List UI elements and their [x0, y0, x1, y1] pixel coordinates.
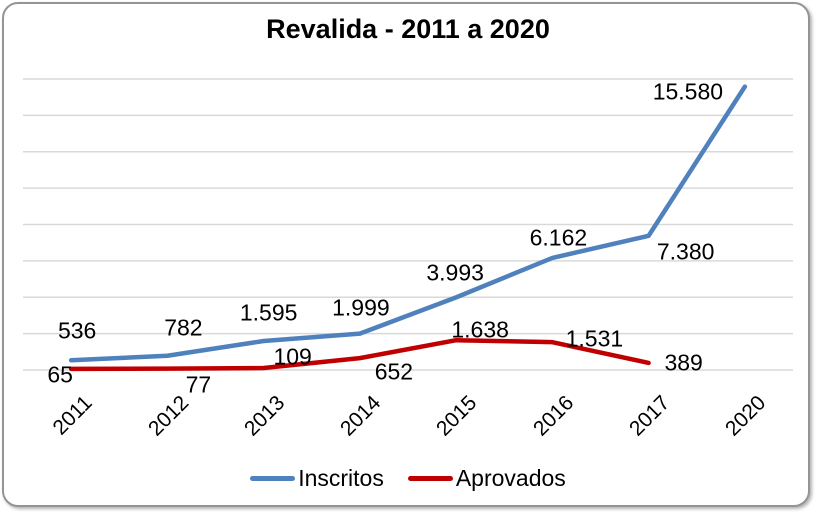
data-label-inscritos-2015: 3.993 [426, 259, 484, 286]
aprovados-line[interactable] [68, 337, 651, 372]
legend-item-aprovados[interactable]: Aprovados [407, 465, 566, 492]
legend-item-inscritos[interactable]: Inscritos [250, 465, 384, 492]
data-label-aprovados-2017: 389 [664, 349, 703, 376]
legend-label-inscritos: Inscritos [298, 465, 384, 491]
legend-label-aprovados: Aprovados [455, 465, 566, 491]
chart-window [2, 2, 810, 507]
data-label-aprovados-2013: 109 [273, 343, 312, 370]
data-label-aprovados-2016: 1.531 [565, 325, 624, 352]
data-label-aprovados-2012: 77 [185, 371, 212, 398]
data-label-aprovados-2011: 65 [47, 361, 73, 388]
data-label-inscritos-2020: 15.580 [652, 78, 724, 105]
inscritos-line[interactable] [68, 84, 748, 363]
data-label-inscritos-2013: 1.595 [239, 299, 298, 326]
legend-line-swatch-inscritos [250, 476, 296, 481]
legend-line-swatch-aprovados [407, 476, 453, 481]
chart-title: Revalida - 2011 a 2020 [266, 14, 550, 44]
data-label-aprovados-2015: 1.638 [451, 316, 509, 343]
data-label-inscritos-2011: 536 [57, 317, 97, 344]
data-label-inscritos-2012: 782 [164, 314, 203, 341]
data-label-inscritos-2017: 7.380 [656, 238, 715, 265]
data-label-inscritos-2014: 1.999 [332, 294, 390, 321]
legend: Inscritos Aprovados [0, 465, 816, 492]
data-label-aprovados-2014: 652 [374, 358, 414, 385]
data-label-inscritos-2016: 6.162 [529, 224, 588, 251]
